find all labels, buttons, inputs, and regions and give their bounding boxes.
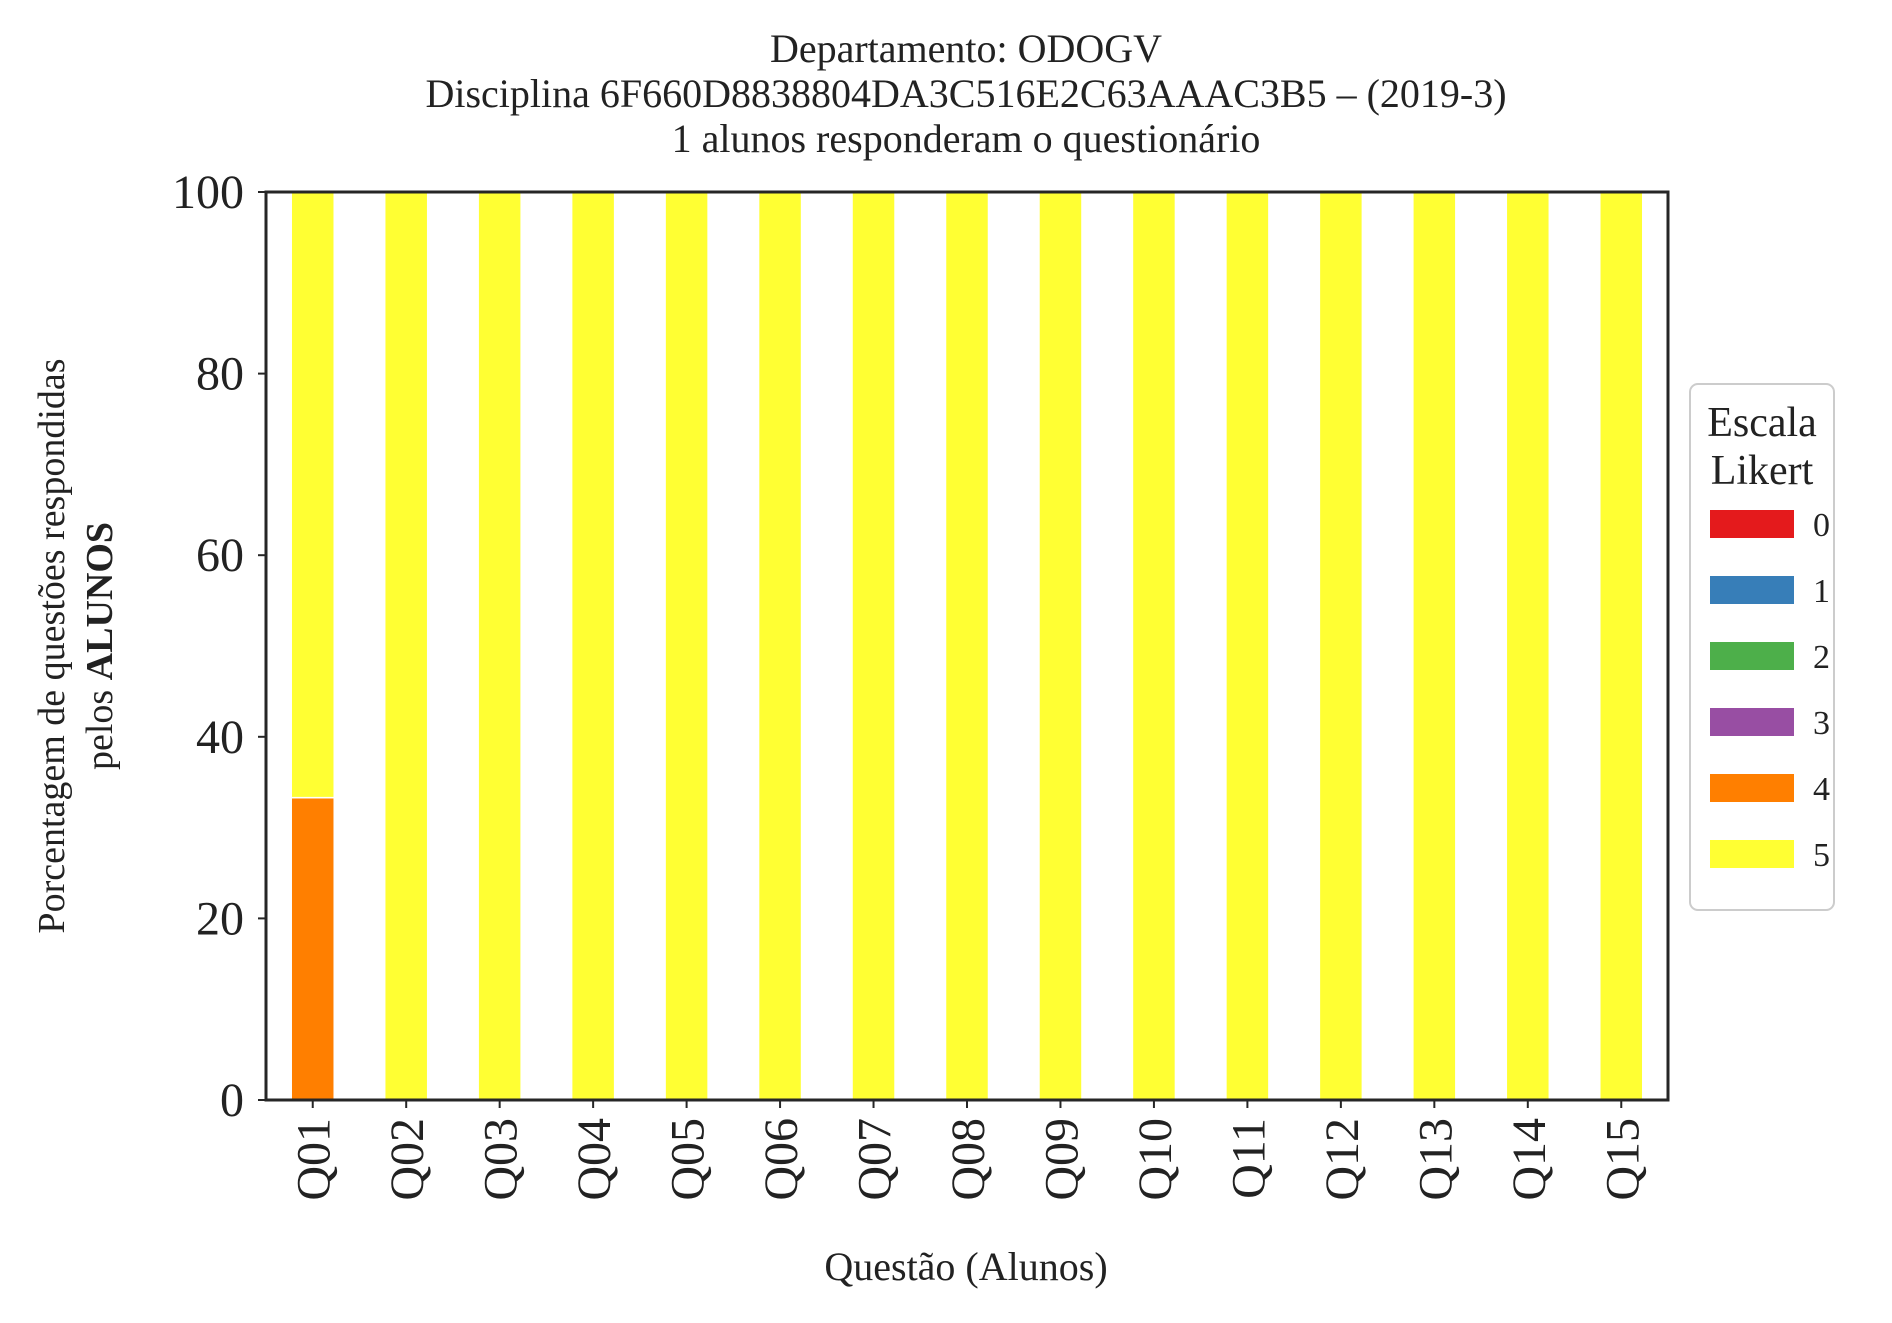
y-tick-label: 100 bbox=[172, 166, 244, 219]
legend-label-2: 2 bbox=[1813, 639, 1830, 676]
legend-label-4: 4 bbox=[1813, 771, 1830, 808]
y-axis-label-prefix: pelos bbox=[79, 680, 121, 770]
x-tick-label: Q14 bbox=[1503, 1118, 1556, 1201]
legend-label-1: 1 bbox=[1813, 573, 1830, 610]
x-tick-label: Q04 bbox=[568, 1118, 621, 1201]
y-tick-label: 20 bbox=[196, 892, 244, 945]
legend-title-line-1: Escala bbox=[1707, 400, 1817, 446]
x-axis-label: Questão (Alunos) bbox=[824, 1244, 1107, 1289]
x-tick-label: Q12 bbox=[1316, 1118, 1369, 1201]
legend-title-line-2: Likert bbox=[1711, 448, 1814, 494]
x-tick-label: Q03 bbox=[475, 1118, 528, 1201]
bar-Q12-likert-5 bbox=[1318, 191, 1364, 1101]
y-tick-label: 40 bbox=[196, 711, 244, 764]
x-tick-label: Q13 bbox=[1409, 1118, 1462, 1201]
x-tick-label: Q09 bbox=[1035, 1118, 1088, 1201]
bar-Q02-likert-5 bbox=[383, 191, 429, 1101]
x-tick-label: Q08 bbox=[942, 1118, 995, 1201]
x-tick-label: Q10 bbox=[1129, 1118, 1182, 1201]
x-tick-label: Q02 bbox=[381, 1118, 434, 1201]
x-tick-label: Q05 bbox=[662, 1118, 715, 1201]
x-tick-label: Q06 bbox=[755, 1118, 808, 1201]
chart-title-line-3: 1 alunos responderam o questionário bbox=[672, 116, 1261, 161]
bar-Q04-likert-5 bbox=[570, 191, 616, 1101]
bar-Q15-likert-5 bbox=[1599, 191, 1644, 1101]
bar-Q01-likert-5 bbox=[290, 191, 335, 799]
y-axis-label: Porcentagem de questões respondidas pelos… bbox=[31, 358, 121, 933]
y-tick-label: 80 bbox=[196, 348, 244, 401]
bar-Q13-likert-5 bbox=[1412, 191, 1457, 1101]
legend-label-5: 5 bbox=[1813, 837, 1830, 874]
chart-title-line-1: Departamento: ODOGV bbox=[770, 26, 1162, 71]
x-tick-label: Q01 bbox=[288, 1118, 341, 1201]
x-axis-ticks: Q01 Q02 Q03 Q04 Q05 Q06 Q07 Q08 Q09 Q10 Q11 Q12 Q13 Q… bbox=[288, 1100, 1649, 1201]
bar-Q03-likert-5 bbox=[477, 191, 522, 1101]
y-axis-label-line-2: pelos ALUNOS bbox=[79, 522, 121, 770]
legend-label-3: 3 bbox=[1813, 705, 1830, 742]
bar-Q11-likert-5 bbox=[1225, 191, 1270, 1101]
y-axis-label-bold: ALUNOS bbox=[79, 522, 121, 680]
y-axis-ticks: 0 20 40 60 80 100 bbox=[172, 166, 266, 1127]
legend-label-0: 0 bbox=[1813, 507, 1830, 544]
y-tick-label: 60 bbox=[196, 529, 244, 582]
legend-swatch-3 bbox=[1710, 708, 1794, 736]
bar-Q08-likert-5 bbox=[944, 191, 990, 1101]
legend-swatch-5 bbox=[1710, 840, 1794, 868]
bar-Q06-likert-5 bbox=[757, 191, 803, 1101]
bar-Q09-likert-5 bbox=[1038, 191, 1083, 1101]
legend-swatch-0 bbox=[1710, 510, 1794, 538]
legend-swatch-4 bbox=[1710, 774, 1794, 802]
x-tick-label: Q11 bbox=[1222, 1118, 1275, 1199]
x-tick-label: Q07 bbox=[849, 1118, 902, 1201]
legend-swatch-2 bbox=[1710, 642, 1794, 670]
bar-Q07-likert-5 bbox=[851, 191, 896, 1101]
y-tick-label: 0 bbox=[220, 1074, 244, 1127]
bar-Q10-likert-5 bbox=[1131, 191, 1177, 1101]
bar-Q05-likert-5 bbox=[664, 191, 709, 1101]
bars bbox=[290, 191, 1644, 1101]
bar-Q01-likert-4 bbox=[290, 796, 335, 1101]
y-axis-label-line-1: Porcentagem de questões respondidas bbox=[31, 358, 73, 933]
chart-title-line-2: Disciplina 6F660D8838804DA3C516E2C63AAAC… bbox=[425, 71, 1506, 116]
legend-swatch-1 bbox=[1710, 576, 1794, 604]
x-tick-label: Q15 bbox=[1596, 1118, 1649, 1201]
bar-Q14-likert-5 bbox=[1505, 191, 1551, 1101]
